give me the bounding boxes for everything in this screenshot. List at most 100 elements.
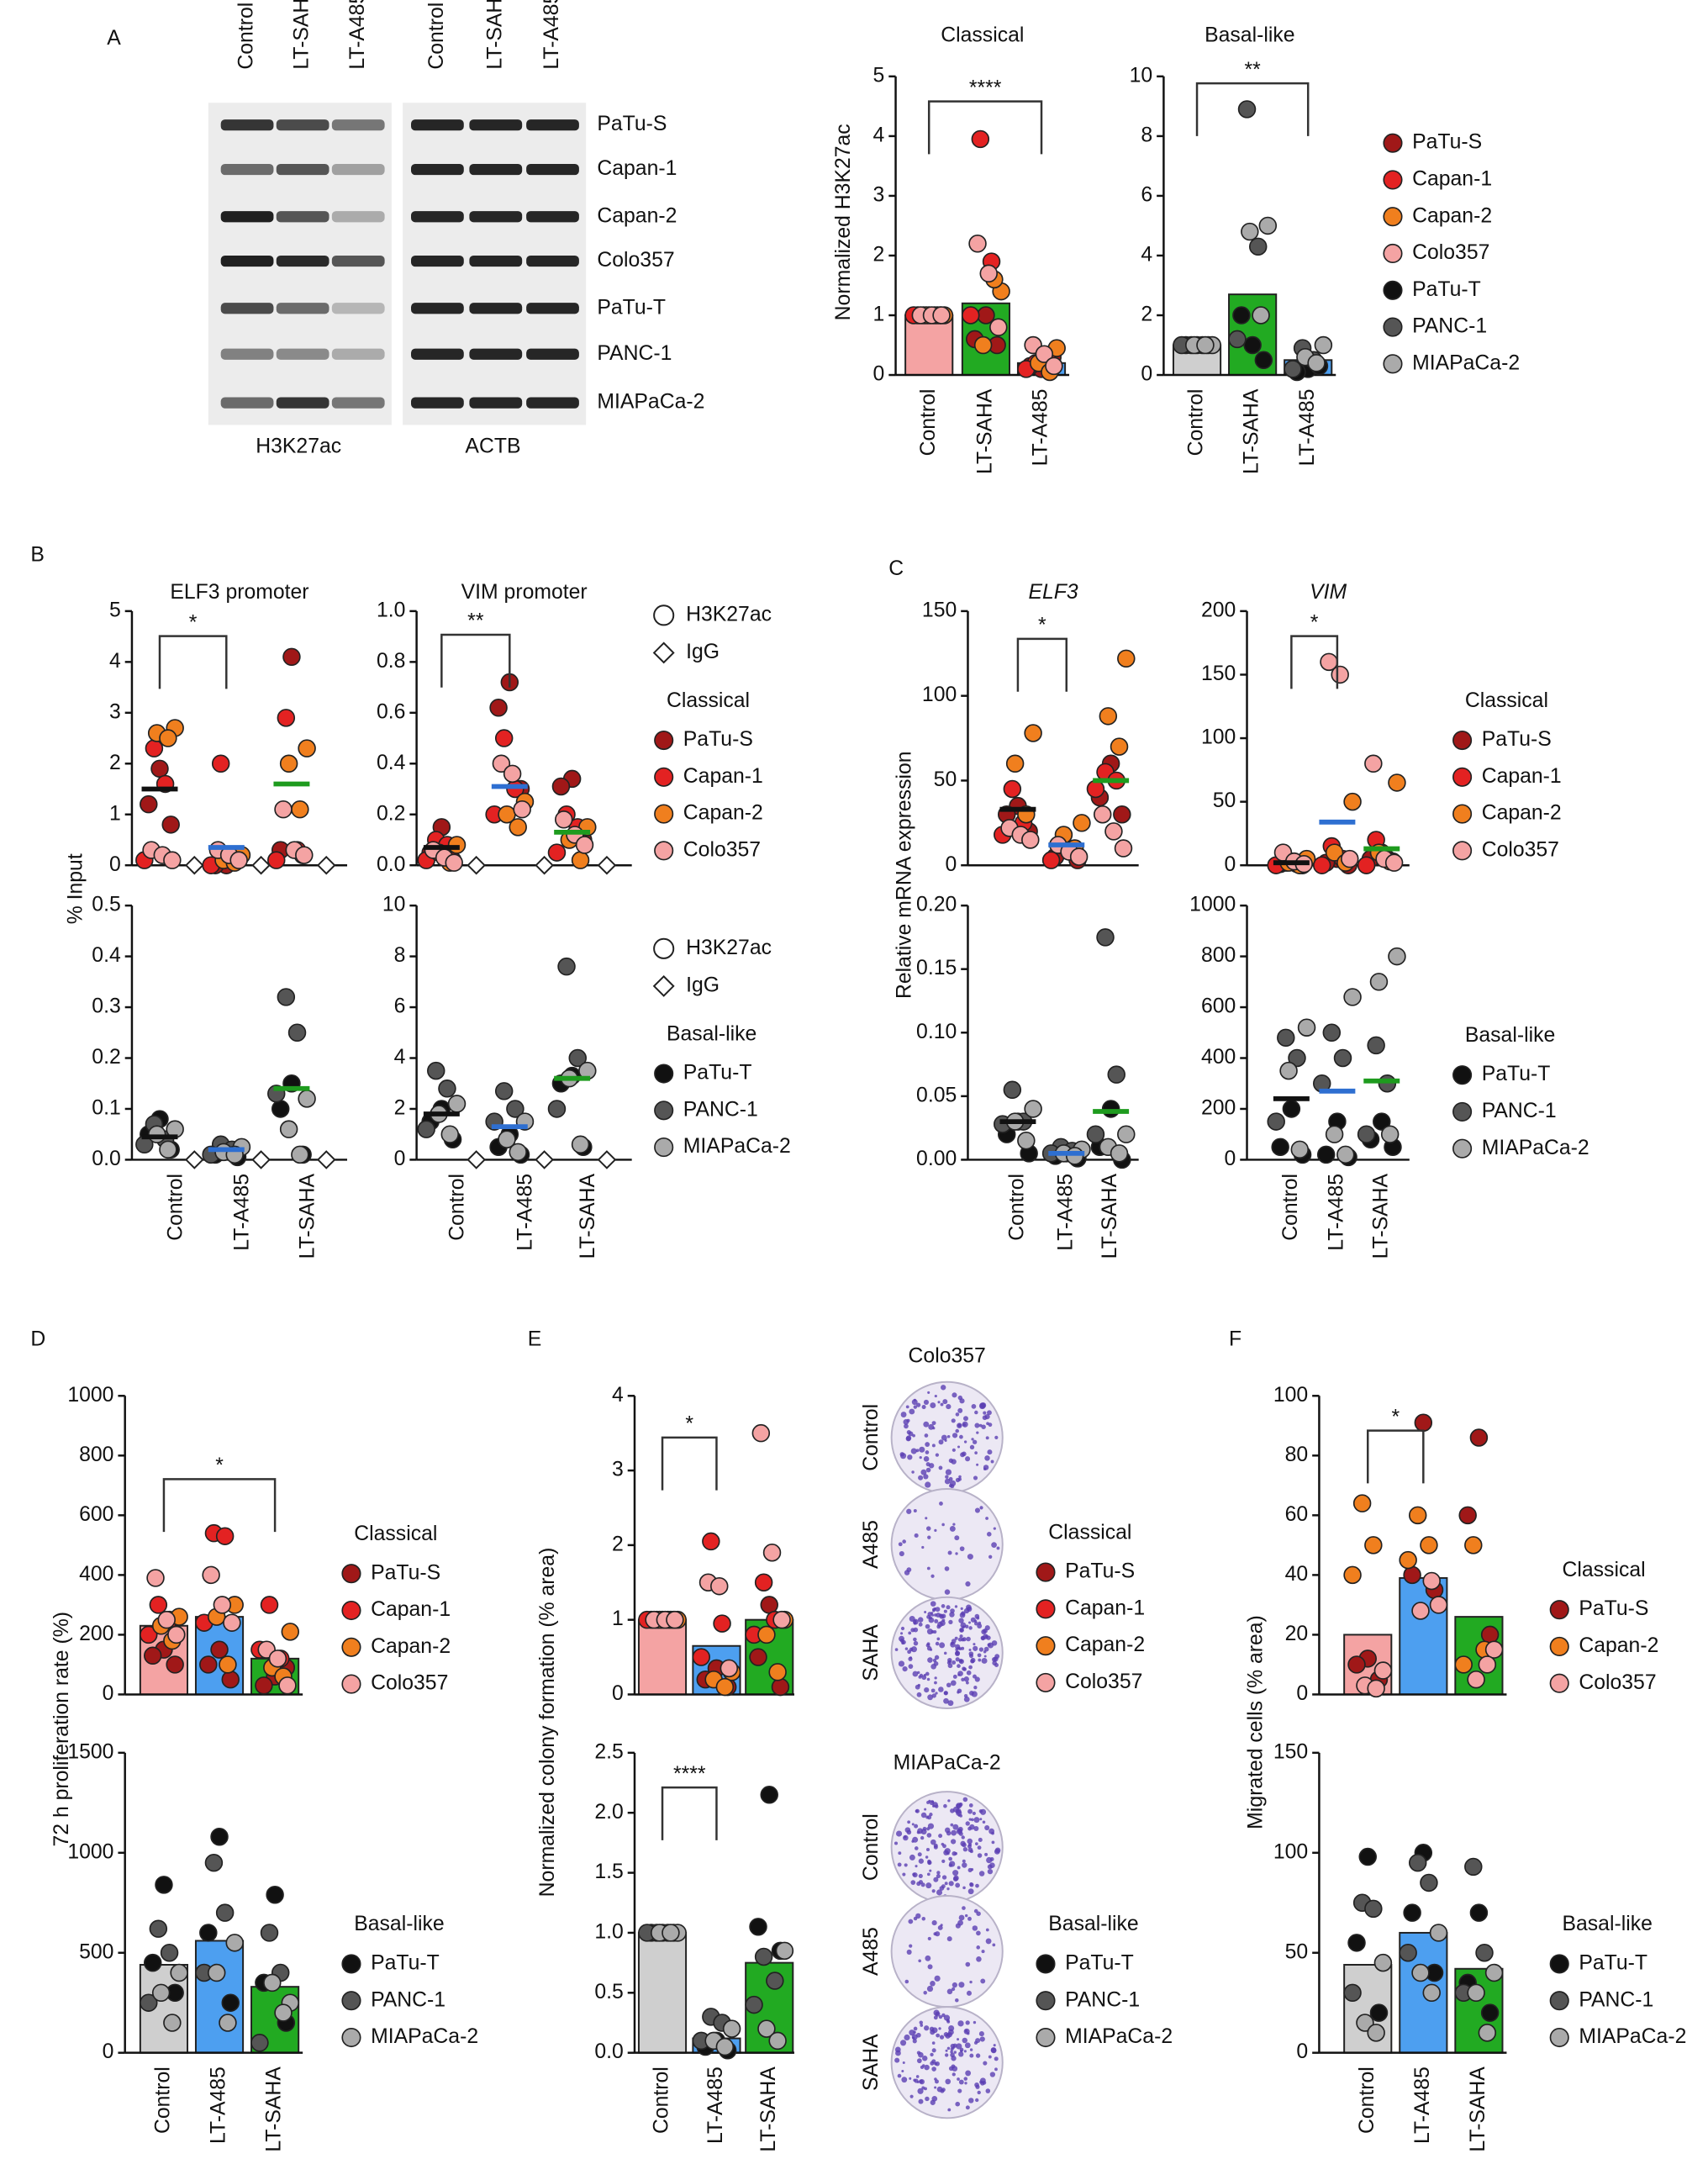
colony: [922, 2056, 928, 2061]
data-point: [146, 1569, 165, 1587]
colony: [962, 1847, 968, 1852]
data-point: [692, 1648, 711, 1666]
data-point: [775, 1941, 794, 1961]
panel-letter: D: [30, 1328, 45, 1351]
colony: [932, 1804, 936, 1808]
legend-label: Colo357: [683, 838, 761, 861]
colony: [936, 1873, 941, 1879]
colony: [916, 1830, 920, 1834]
colony: [952, 1824, 959, 1830]
colony: [952, 1523, 956, 1526]
colony: [939, 2035, 945, 2040]
data-point: [503, 764, 522, 784]
colony: [973, 1475, 978, 1481]
colony: [983, 1634, 988, 1639]
legend-swatch: [1452, 1065, 1473, 1085]
colony: [969, 2048, 973, 2051]
colony: [897, 2073, 902, 2078]
colony: [923, 1474, 929, 1480]
colony: [957, 2038, 960, 2041]
data-point: [1003, 779, 1022, 799]
colony: [906, 1508, 912, 1514]
colony: [901, 2069, 904, 2072]
data-point: [140, 1625, 158, 1644]
colony: [923, 1673, 926, 1677]
colony: [912, 2036, 915, 2040]
data-point: [287, 1023, 307, 1042]
data-point: [1196, 335, 1215, 355]
colony: [967, 2032, 970, 2035]
data-point: [1358, 1847, 1377, 1866]
colony: [925, 1623, 930, 1629]
colony: [935, 1641, 940, 1646]
y-tick-label: 4: [873, 124, 885, 146]
colony: [938, 1834, 943, 1839]
colony: [915, 2032, 921, 2038]
data-point: [213, 1596, 232, 1614]
colony: [925, 1462, 930, 1467]
colony: [948, 1619, 953, 1625]
blot-row-label: PaTu-S: [597, 113, 667, 135]
legend-label: MIAPaCa-2: [371, 2025, 478, 2048]
colony: [973, 1439, 978, 1444]
colony: [920, 1829, 927, 1835]
data-point: [1284, 360, 1302, 378]
colony: [926, 1645, 932, 1651]
colony: [960, 1607, 963, 1610]
legend-swatch: [654, 1101, 674, 1121]
colony: [966, 1670, 972, 1676]
colony: [958, 1914, 965, 1921]
y-tick-label: 0: [109, 853, 121, 876]
colony: [931, 1444, 936, 1448]
x-tick-label: LT-SAHA: [1467, 2067, 1489, 2152]
data-point: [204, 1853, 224, 1872]
colony: [967, 1808, 973, 1814]
colony: [904, 1979, 909, 1984]
colony: [936, 1889, 943, 1896]
colony: [967, 1826, 972, 1831]
y-axis-label: 72 h proliferation rate (%): [50, 1612, 73, 1846]
colony: [961, 1646, 965, 1650]
colony: [951, 1418, 956, 1423]
colony: [955, 1651, 960, 1656]
x-tick-label: Control: [151, 2067, 174, 2134]
legend-label: PaTu-T: [1412, 278, 1481, 301]
data-point: [710, 1576, 729, 1596]
colony: [964, 2082, 967, 2085]
colony: [902, 2061, 905, 2064]
data-point: [1232, 306, 1251, 325]
legend-label: Capan-1: [1412, 167, 1492, 190]
data-point: [757, 2019, 776, 2038]
data-point: [163, 851, 182, 869]
subplot-title: VIM: [1310, 581, 1347, 604]
y-tick-label: 0.0: [92, 1148, 120, 1170]
data-point: [1367, 1679, 1385, 1698]
data-point: [223, 1613, 241, 1632]
legend-title: Classical: [667, 689, 750, 712]
data-point: [547, 843, 567, 862]
colony: [966, 1636, 971, 1642]
colony: [963, 2077, 968, 2081]
igg-marker: [597, 1150, 617, 1169]
data-point: [1399, 1550, 1417, 1570]
colony: [934, 1618, 939, 1623]
colony: [923, 1990, 927, 1995]
data-point: [255, 1676, 273, 1695]
colony: [952, 1433, 958, 1438]
legend-label: PaTu-T: [1482, 1063, 1551, 1085]
colony: [957, 1477, 962, 1481]
colony: [976, 1956, 982, 1962]
y-tick-label: 0.20: [916, 894, 957, 916]
colony: [980, 1978, 986, 1984]
igg-marker: [184, 1150, 204, 1169]
data-point: [702, 1532, 720, 1551]
y-tick-label: 1000: [1189, 894, 1236, 916]
blot-row-label: Capan-2: [597, 204, 677, 227]
colony: [909, 2077, 912, 2080]
colony: [933, 1876, 939, 1882]
colony: [924, 1610, 927, 1613]
colony: [950, 1823, 954, 1827]
colony: [941, 1385, 946, 1391]
data-point: [977, 306, 995, 325]
colony: [934, 1655, 940, 1660]
